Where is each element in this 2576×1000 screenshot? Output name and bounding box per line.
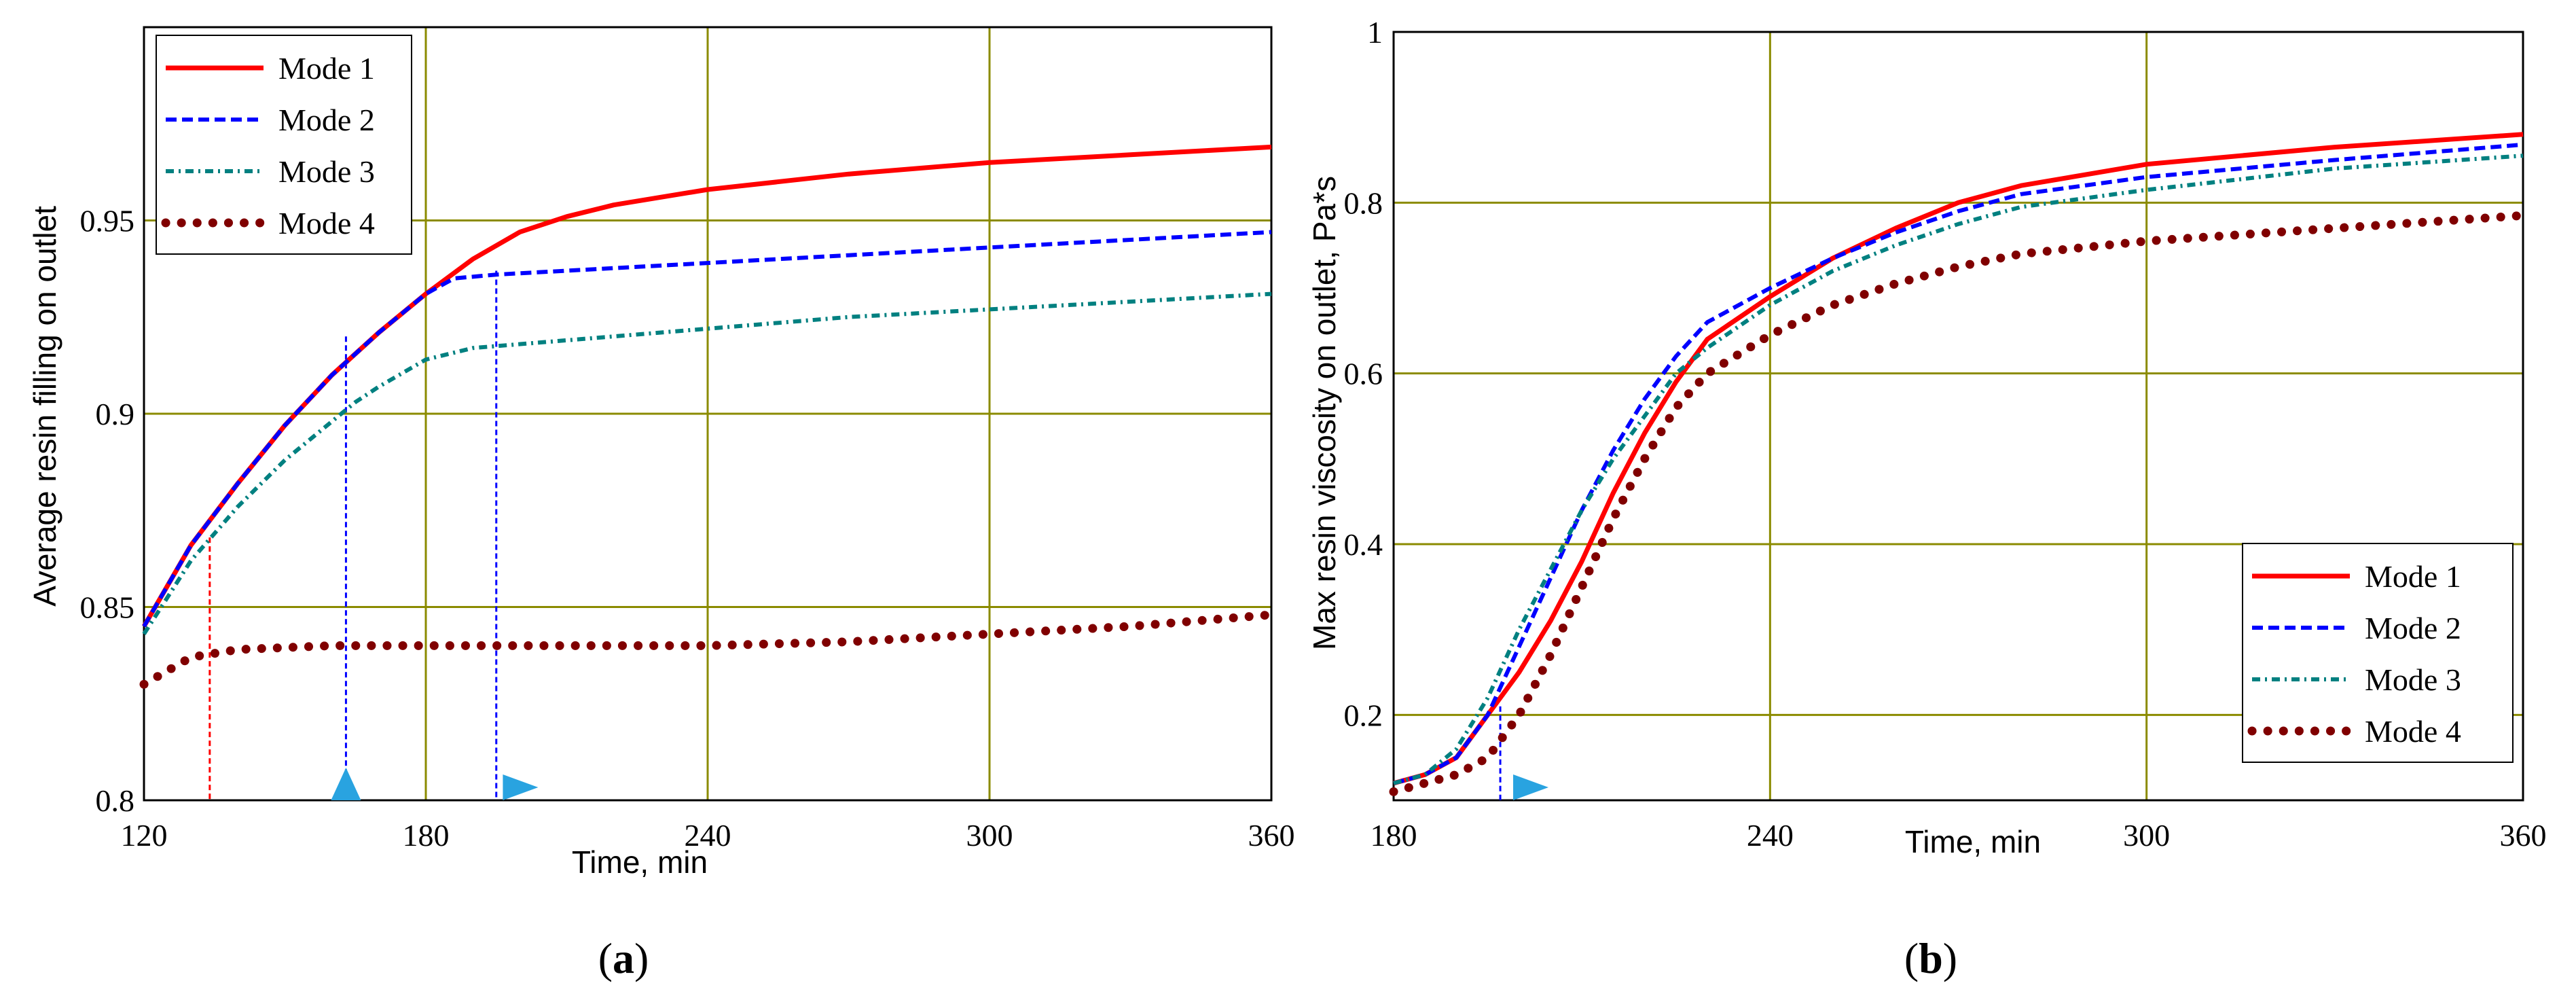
legend-label-a-mode-1: Mode 1	[278, 51, 375, 86]
ytick-label-a-1: 0.85	[80, 590, 135, 625]
xtick-label-a-0: 120	[121, 818, 168, 853]
series-line-b-mode-4	[1389, 211, 2528, 796]
legend-label-a-mode-2: Mode 2	[278, 103, 375, 137]
plot-frame-b	[1392, 31, 2524, 802]
panel-label-b: (b)	[1904, 934, 1957, 982]
legend-box-a	[156, 35, 412, 255]
ylabel-b: Max resin viscosity on outlet, Pa*s	[1307, 176, 1342, 650]
xtick-label-a-4: 360	[1248, 818, 1295, 853]
panel-label-a: (a)	[598, 934, 649, 982]
ytick-label-b-3: 0.8	[1344, 185, 1383, 220]
ytick-label-a-2: 0.9	[96, 397, 135, 431]
xtick-label-b-1: 240	[1747, 818, 1794, 853]
arrow-marker-a-1	[503, 774, 539, 800]
chart-panel-b: Max resin viscosity on outlet, Pa*s Time…	[1307, 15, 2547, 982]
plot-frame-a	[143, 26, 1273, 802]
arrow-marker-b-0	[1513, 774, 1549, 800]
legend-label-b-mode-3: Mode 3	[2365, 662, 2461, 697]
legend-a: Mode 1 Mode 2 Mode 3 Mode 4	[156, 35, 412, 255]
series-line-a-mode-1	[141, 144, 1272, 628]
ytick-label-b-2: 0.6	[1344, 357, 1383, 391]
xtick-label-b-0: 180	[1371, 818, 1417, 853]
series-line-b-mode-3	[1393, 154, 2524, 785]
ylabel-a: Average resin filling on outlet	[27, 206, 62, 607]
legend-label-a-mode-3: Mode 3	[278, 154, 375, 189]
xtick-label-b-2: 300	[2123, 818, 2170, 853]
legend-box-b	[2242, 543, 2514, 763]
xtick-label-a-2: 240	[685, 818, 731, 853]
legend-label-b-mode-1: Mode 1	[2365, 559, 2461, 594]
xlabel-b: Time, min	[1905, 824, 2041, 859]
ytick-label-a-0: 0.8	[96, 783, 135, 818]
xtick-label-a-1: 180	[403, 818, 450, 853]
chart-panel-a: Average resin filling on outlet Time, mi…	[27, 26, 1295, 982]
legend-label-b-mode-4: Mode 4	[2365, 714, 2461, 749]
xlabel-a: Time, min	[572, 844, 708, 880]
series-line-a-mode-2	[142, 230, 1272, 628]
legend-label-a-mode-4: Mode 4	[278, 206, 375, 240]
xtick-label-b-3: 360	[2500, 818, 2547, 853]
legend-label-b-mode-2: Mode 2	[2365, 611, 2461, 645]
series-line-b-mode-2	[1393, 142, 2524, 785]
ytick-label-b-0: 0.2	[1344, 698, 1383, 732]
series-line-a-mode-3	[142, 291, 1272, 635]
ytick-label-b-1: 0.4	[1344, 527, 1383, 562]
ytick-label-a-3: 0.95	[80, 204, 135, 238]
xtick-label-a-3: 300	[966, 818, 1013, 853]
arrow-marker-a-0	[331, 768, 361, 800]
legend-b: Mode 1 Mode 2 Mode 3 Mode 4	[2242, 543, 2514, 763]
ytick-label-b-4: 1	[1367, 15, 1383, 50]
